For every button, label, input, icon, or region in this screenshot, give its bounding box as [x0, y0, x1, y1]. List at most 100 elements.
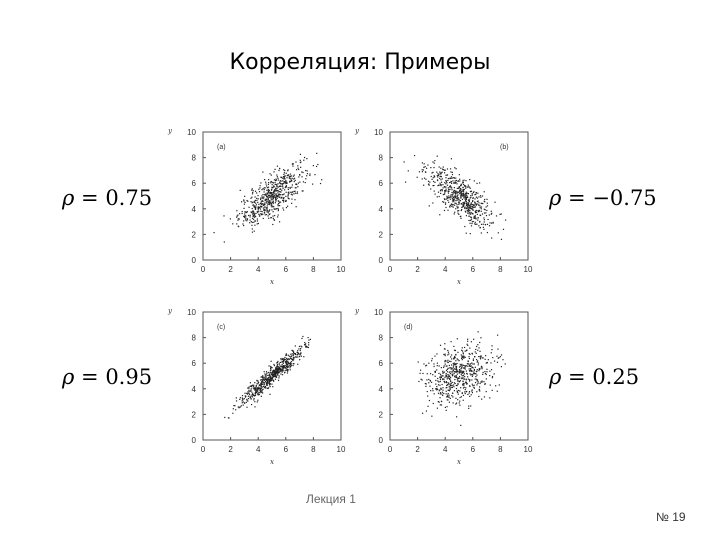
scatter-point — [453, 196, 455, 198]
scatter-point — [285, 354, 287, 356]
scatter-point — [275, 373, 277, 375]
scatter-point — [434, 193, 436, 195]
scatter-point — [446, 406, 448, 408]
scatter-point — [465, 215, 468, 217]
scatter-point — [305, 178, 307, 180]
y-axis-label: y — [167, 307, 173, 315]
scatter-point — [269, 375, 271, 377]
scatter-point — [251, 202, 253, 204]
scatter-point — [461, 355, 464, 357]
scatter-point — [476, 361, 478, 363]
scatter-point — [446, 381, 448, 384]
x-tick-label: 0 — [201, 445, 206, 454]
scatter-point — [302, 190, 304, 192]
scatter-point — [449, 186, 451, 188]
scatter-point — [280, 373, 282, 375]
scatter-point — [455, 376, 458, 378]
scatter-point — [243, 200, 245, 202]
panel-label: (c) — [217, 324, 225, 331]
scatter-point — [256, 220, 259, 222]
scatter-point — [261, 389, 263, 391]
scatter-point — [275, 372, 277, 375]
scatter-point — [480, 232, 482, 234]
scatter-point — [252, 201, 254, 203]
scatter-point — [440, 179, 442, 181]
scatter-point — [454, 180, 456, 182]
scatter-point — [274, 376, 277, 378]
scatter-point — [256, 199, 258, 201]
scatter-point — [456, 390, 458, 392]
scatter-point — [490, 369, 493, 371]
scatter-point — [282, 370, 284, 372]
scatter-point — [267, 374, 269, 377]
scatter-point — [453, 384, 455, 386]
scatter-point — [279, 180, 281, 182]
scatter-point — [474, 351, 476, 353]
scatter-point — [468, 352, 470, 355]
scatter-point — [449, 397, 451, 399]
scatter-point — [430, 390, 432, 392]
scatter-point — [458, 202, 460, 204]
scatter-point — [274, 168, 276, 170]
scatter-point — [455, 193, 457, 195]
scatter-point — [447, 359, 449, 361]
scatter-point — [273, 370, 275, 372]
scatter-point — [264, 198, 266, 200]
rho-value-a: = 0.75 — [81, 186, 153, 210]
scatter-point — [429, 379, 431, 382]
scatter-point — [282, 367, 284, 369]
scatter-points — [224, 335, 312, 419]
scatter-point — [449, 206, 451, 208]
scatter-point — [283, 372, 286, 374]
scatter-point — [272, 371, 274, 373]
scatter-point — [455, 416, 458, 418]
scatter-point — [291, 358, 293, 360]
scatter-point — [453, 358, 455, 360]
scatter-point — [450, 376, 452, 379]
scatter-point — [309, 338, 312, 340]
scatter-point — [292, 355, 294, 357]
scatter-point — [443, 380, 445, 382]
scatter-point — [288, 365, 290, 368]
scatter-point — [242, 398, 244, 400]
scatter-point — [264, 193, 267, 195]
scatter-point — [245, 401, 247, 403]
scatter-point — [250, 197, 252, 199]
scatter-point — [254, 220, 256, 222]
scatter-point — [435, 383, 437, 385]
scatter-point — [285, 364, 287, 366]
scatter-point — [452, 369, 454, 372]
scatter-point — [445, 180, 447, 183]
scatter-point — [442, 371, 444, 374]
scatter-point — [274, 183, 276, 185]
scatter-point — [421, 379, 423, 381]
x-axis-label: x — [457, 458, 461, 466]
scatter-point — [486, 368, 488, 370]
scatter-point — [449, 188, 451, 190]
scatter-point — [461, 392, 463, 394]
rho-label-d: ρ = 0.25 — [549, 365, 639, 389]
scatter-point — [289, 181, 291, 183]
scatter-point — [440, 167, 442, 169]
scatter-point — [455, 368, 457, 370]
scatter-point — [271, 204, 273, 206]
scatter-point — [441, 375, 443, 377]
scatter-point — [455, 179, 458, 182]
scatter-point — [442, 375, 444, 377]
scatter-point — [446, 399, 448, 401]
scatter-point — [428, 399, 431, 402]
scatter-point — [463, 386, 465, 388]
scatter-point — [246, 399, 248, 401]
scatter-point — [268, 213, 270, 216]
scatter-point — [274, 198, 277, 200]
scatter-point — [442, 389, 444, 391]
scatter-point — [251, 221, 253, 224]
scatter-point — [466, 383, 468, 385]
scatter-point — [493, 373, 495, 375]
scatter-point — [447, 377, 449, 379]
scatter-point — [444, 363, 446, 365]
scatter-point — [246, 211, 248, 213]
scatter-point — [288, 198, 290, 200]
scatter-point — [444, 202, 447, 204]
scatter-point — [459, 363, 461, 366]
